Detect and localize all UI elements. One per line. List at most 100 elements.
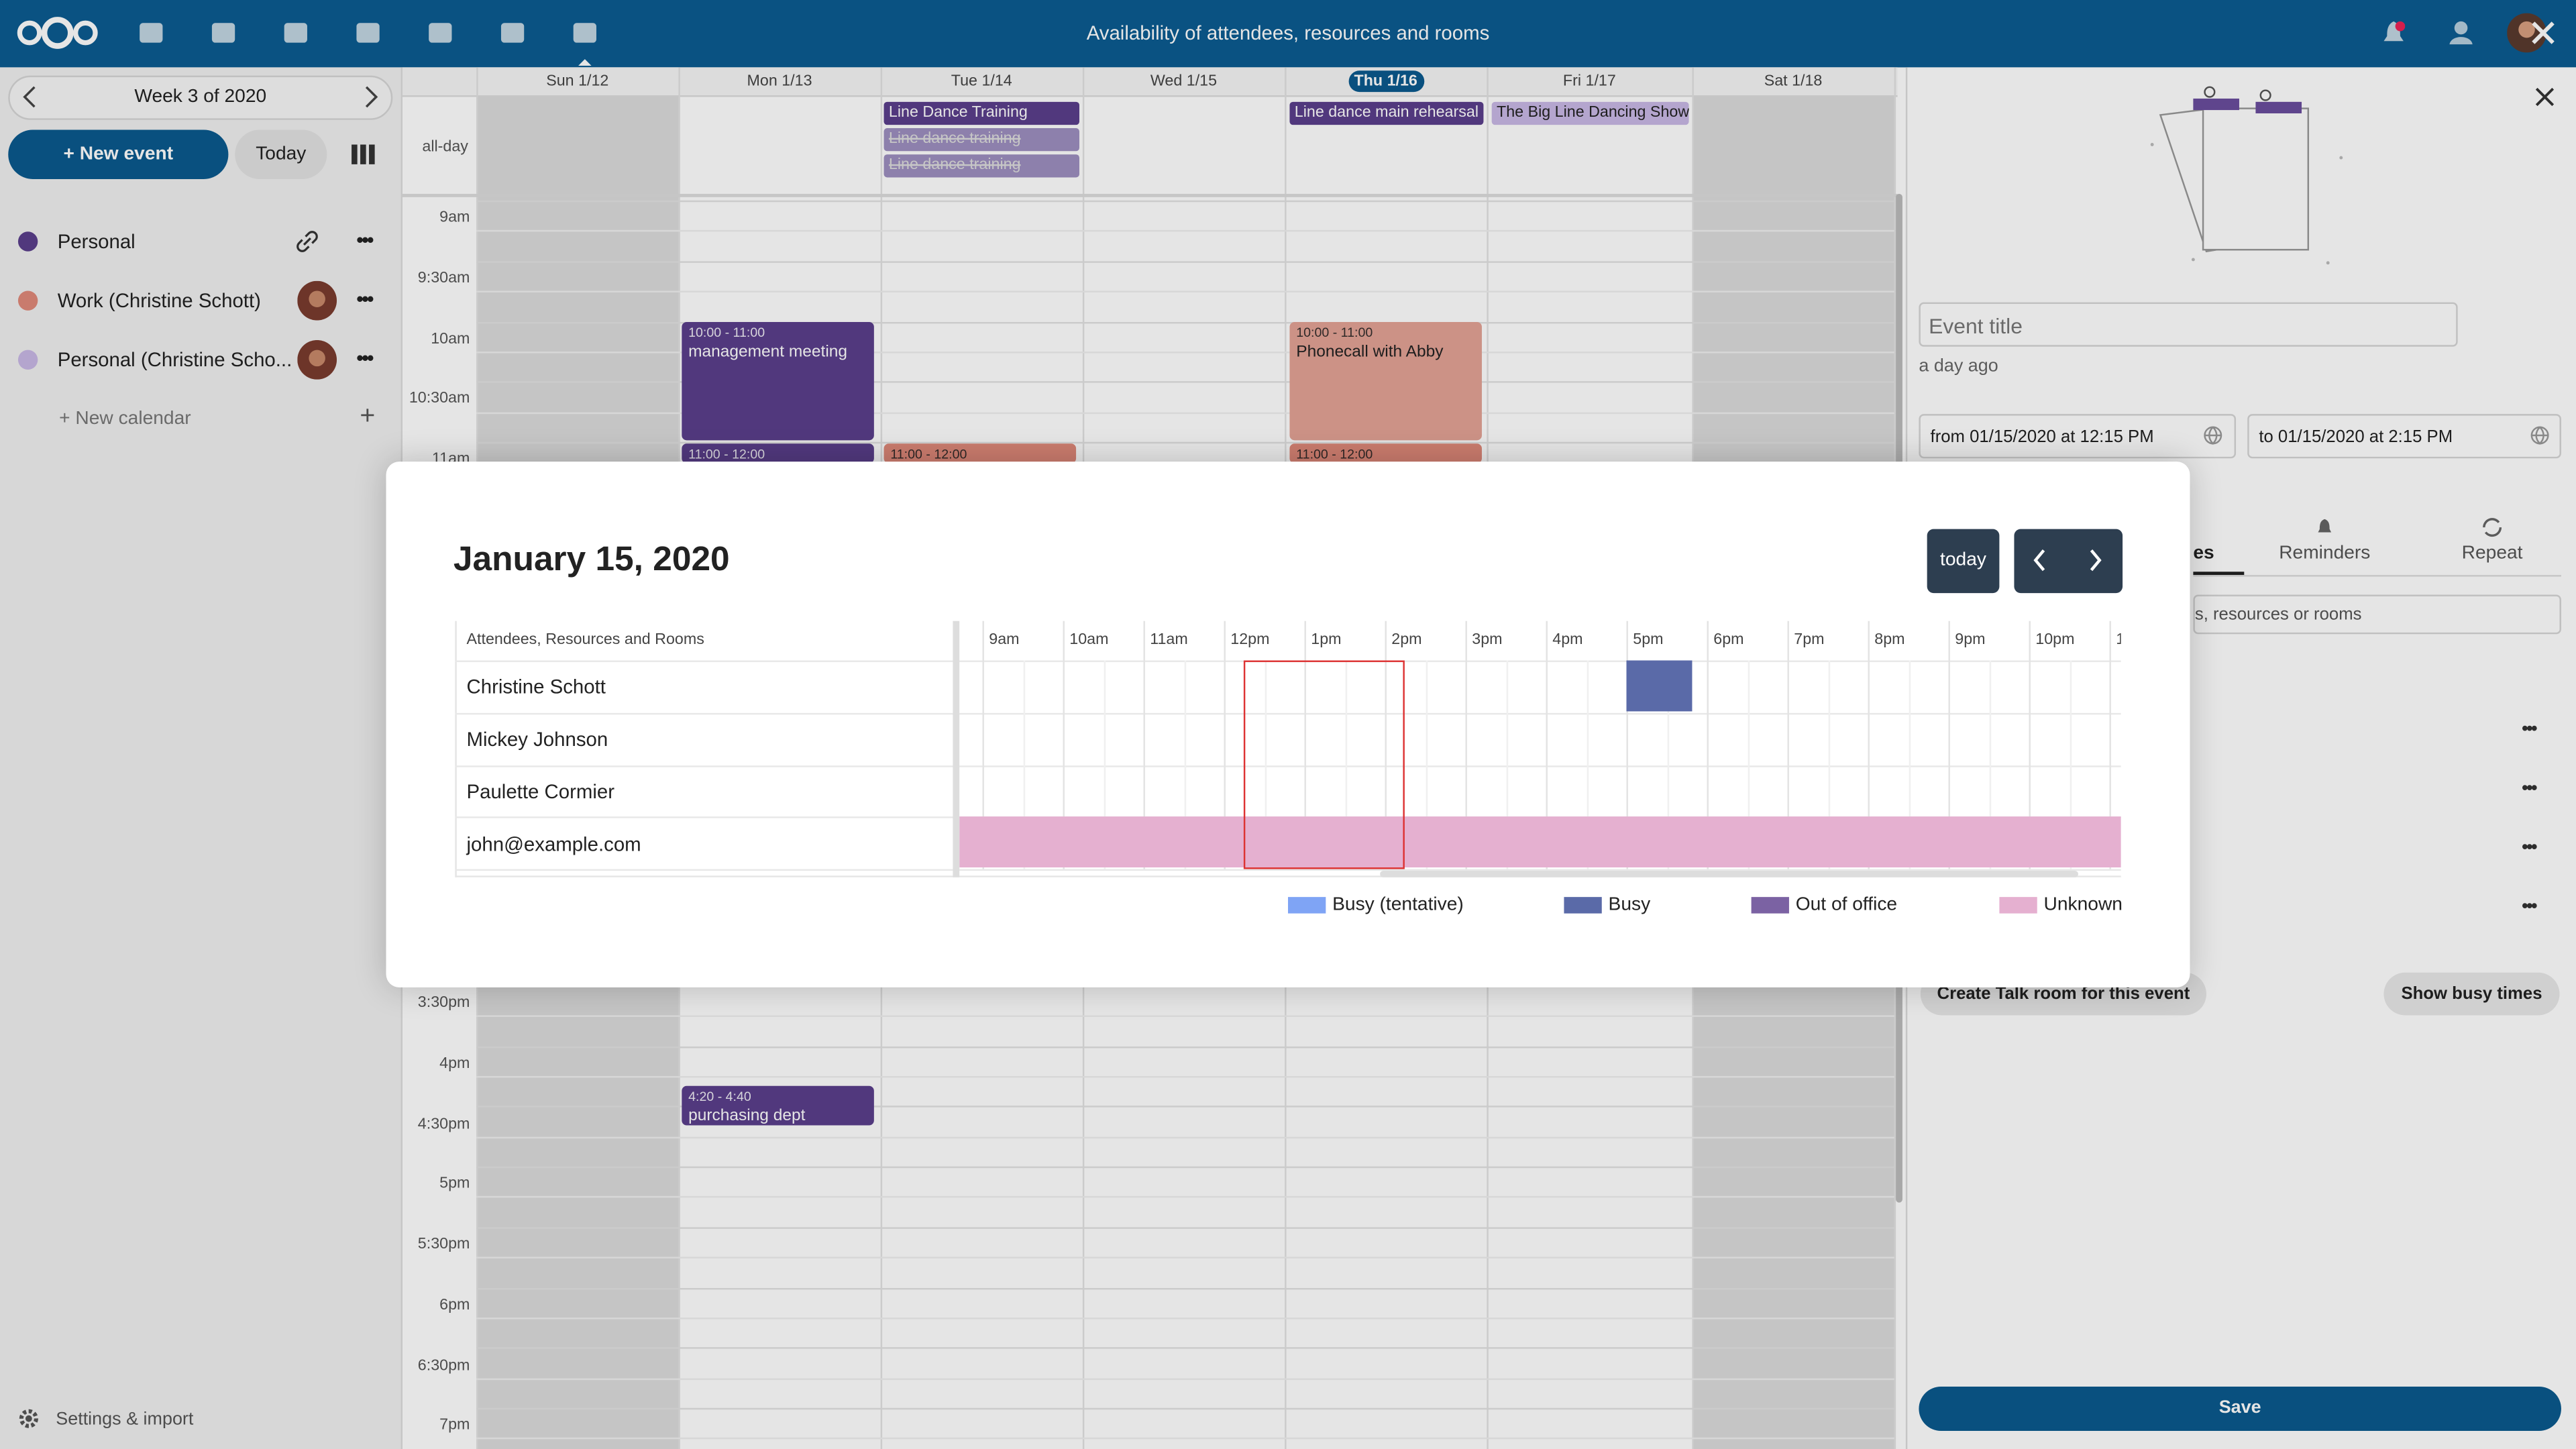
time-label: 10:30am — [409, 390, 470, 408]
hour-line — [982, 621, 984, 869]
icon-shape — [2532, 21, 2555, 44]
slot-line — [476, 1045, 1894, 1048]
row-line — [455, 869, 2123, 871]
grid-edge — [2121, 621, 2125, 877]
calendar-menu[interactable]: ••• — [356, 287, 374, 311]
hour-line — [1304, 621, 1306, 869]
view-switch[interactable] — [350, 143, 376, 166]
calendar-name[interactable]: Work (Christine Schott) — [57, 289, 261, 313]
close-details[interactable] — [2535, 87, 2555, 107]
hour-line — [1868, 621, 1870, 869]
close-modal[interactable] — [2530, 19, 2556, 46]
busy-times-button[interactable]: Show busy times — [2383, 972, 2560, 1016]
event[interactable]: 10:00 - 11:00 Phonecall with Abby — [1289, 322, 1482, 441]
hour-label: 5pm — [1633, 631, 1664, 649]
event-title: Phonecall with Abby — [1296, 343, 1444, 362]
icon-shape — [365, 86, 378, 108]
share-link[interactable] — [296, 230, 319, 253]
calendar-color[interactable] — [17, 350, 38, 370]
icon-shape — [2204, 426, 2222, 445]
app-icon[interactable] — [427, 19, 453, 46]
slot-line — [476, 1106, 1894, 1108]
slot-line — [476, 260, 1894, 263]
attendee-menu[interactable]: ••• — [2522, 897, 2537, 917]
hour-label: 1 — [2116, 631, 2123, 649]
next-week[interactable] — [362, 85, 381, 108]
contacts[interactable] — [2448, 19, 2474, 46]
calendar-color[interactable] — [17, 290, 38, 311]
legend-swatch — [1288, 897, 1326, 914]
attendee-menu[interactable]: ••• — [2522, 719, 2537, 740]
new-event-button[interactable]: + New event — [8, 129, 229, 179]
settings-icon[interactable] — [18, 1408, 40, 1430]
icon-shape — [297, 231, 318, 252]
app-icon[interactable] — [355, 19, 381, 46]
event[interactable]: 11:00 - 12:00 — [682, 443, 874, 464]
tab[interactable]: Reminders — [2279, 543, 2371, 564]
all-day-event[interactable]: The Big Line Dancing Show — [1491, 101, 1689, 125]
hour-line — [1385, 621, 1387, 869]
modal-next[interactable] — [2085, 549, 2104, 572]
event[interactable]: 4:20 - 4:40 purchasing dept — [682, 1085, 874, 1126]
half-hour-line — [1022, 660, 1024, 869]
save-button[interactable]: Save — [1919, 1386, 2561, 1432]
timezone-icon[interactable] — [2530, 425, 2549, 445]
app-icon[interactable] — [210, 19, 236, 46]
calendar-menu[interactable]: ••• — [356, 228, 374, 252]
avatar[interactable] — [2507, 13, 2546, 53]
header-title: Availability of attendees, resources and… — [1086, 21, 1490, 45]
slot-line — [476, 1075, 1894, 1078]
calendar-name[interactable]: Personal (Christine Scho... — [57, 348, 292, 372]
all-day-event[interactable]: Line dance training — [883, 128, 1079, 152]
app-icon[interactable] — [499, 19, 525, 46]
slot-line — [476, 1136, 1894, 1138]
modal-today[interactable]: today — [1927, 529, 2000, 594]
icon-shape — [2204, 86, 2216, 98]
slot-line — [476, 411, 1894, 414]
attendee-search[interactable]: s, resources or rooms — [2193, 594, 2561, 635]
attendee-name: Christine Schott — [466, 675, 606, 698]
calendar-menu[interactable]: ••• — [356, 346, 374, 370]
calendar-color[interactable] — [17, 231, 38, 252]
legend-swatch — [1751, 897, 1789, 914]
prev-week[interactable] — [19, 85, 39, 108]
app-icon[interactable] — [572, 19, 598, 46]
timezone-icon[interactable] — [2203, 425, 2222, 445]
hour-label: 9am — [989, 631, 1020, 649]
tab[interactable]: es — [2193, 543, 2214, 564]
logo[interactable] — [16, 15, 98, 51]
event[interactable]: 11:00 - 12:00 — [883, 443, 1077, 464]
modal-prev[interactable] — [2031, 549, 2050, 572]
app-icon[interactable] — [282, 19, 309, 46]
hour-line — [1224, 621, 1226, 869]
all-day-event[interactable]: Line dance training — [883, 154, 1079, 178]
add-calendar[interactable]: + — [360, 402, 376, 431]
new-calendar[interactable]: + New calendar — [59, 409, 191, 429]
title-input[interactable]: Event title — [1919, 302, 2458, 347]
slot-line — [476, 1196, 1894, 1199]
notifications[interactable] — [2382, 19, 2406, 46]
event[interactable]: 10:00 - 11:00 management meeting — [682, 322, 874, 441]
attendee-menu[interactable]: ••• — [2522, 837, 2537, 858]
tab-icon-repeat — [2481, 516, 2504, 539]
attendee-name: Mickey Johnson — [466, 727, 608, 751]
attendee-menu[interactable]: ••• — [2522, 778, 2537, 799]
icon-shape — [2202, 107, 2310, 251]
today-button[interactable]: Today — [235, 129, 327, 179]
half-hour-line — [1908, 660, 1910, 869]
icon-shape — [360, 144, 366, 164]
icon-shape — [2259, 89, 2271, 101]
hour-label: 10pm — [2035, 631, 2075, 649]
app-icon[interactable] — [138, 19, 164, 46]
legend-swatch — [1564, 897, 1602, 914]
all-day-event[interactable]: Line Dance Training — [883, 101, 1079, 125]
all-day-event[interactable]: Line dance main rehearsal — [1289, 101, 1484, 125]
calendar-name[interactable]: Personal — [57, 229, 136, 254]
to-input[interactable]: to 01/15/2020 at 2:15 PM — [2247, 414, 2561, 459]
from-input[interactable]: from 01/15/2020 at 12:15 PM — [1919, 414, 2237, 459]
tab[interactable]: Repeat — [2461, 543, 2523, 564]
settings-link[interactable]: Settings & import — [56, 1409, 194, 1430]
event-time: 10:00 - 11:00 — [688, 325, 765, 340]
legend-label: Busy (tentative) — [1332, 895, 1464, 916]
event[interactable]: 11:00 - 12:00 — [1289, 443, 1482, 464]
